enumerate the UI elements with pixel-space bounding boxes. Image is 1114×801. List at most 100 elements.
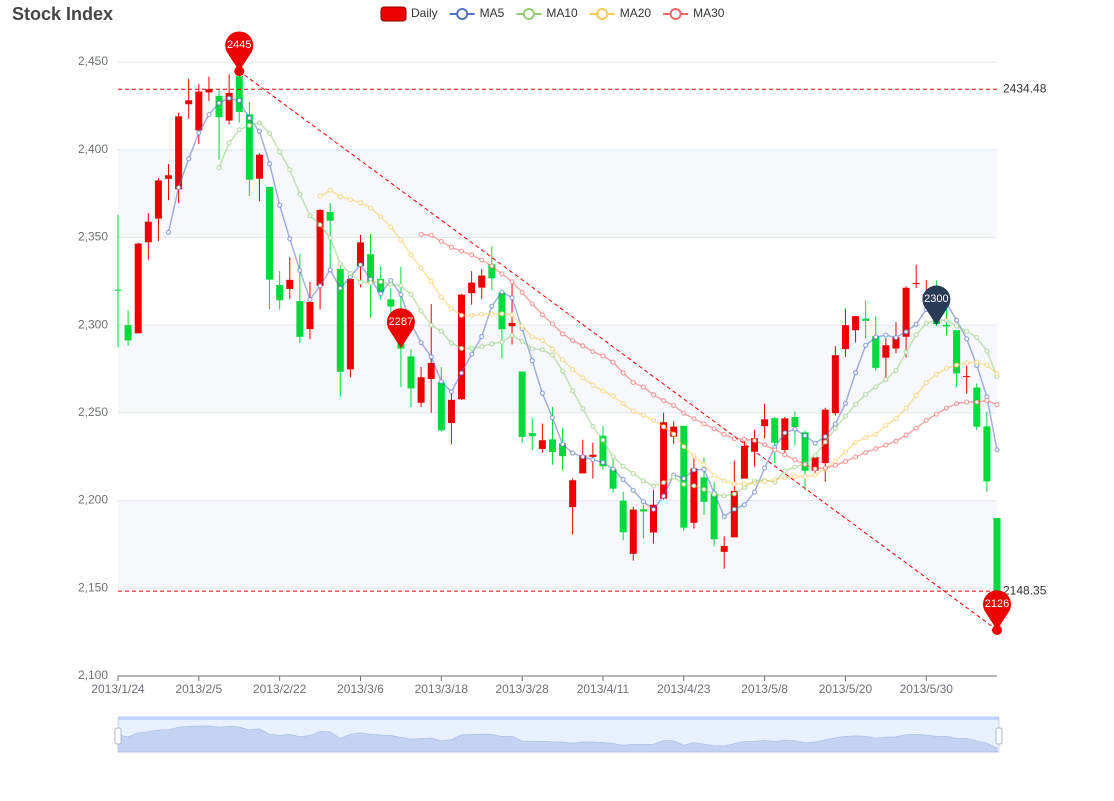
- background-layer: 2,100 2,150 2,200 2,250 2,300 2,350 2,400 2,450…: [78, 54, 1003, 753]
- zoom-handle[interactable]: [114, 727, 122, 745]
- ma-point: [691, 416, 697, 422]
- candle-body: [245, 114, 253, 180]
- ma-point: [519, 323, 525, 329]
- ma-point: [640, 478, 646, 484]
- ma-point: [913, 321, 919, 327]
- ma-point: [842, 400, 849, 407]
- y-tick-label: 2,450: [78, 54, 108, 68]
- ma-point: [792, 473, 798, 479]
- ma-point: [721, 493, 727, 499]
- ma-point: [691, 483, 697, 489]
- overlay-layer: 2434.48 2148.35 2445 2126 2300 2287 Daily MA5 MA…: [118, 6, 1047, 636]
- ma-point: [711, 472, 717, 479]
- ma-point: [297, 191, 303, 197]
- ma-point: [802, 433, 808, 439]
- ma-point: [711, 491, 717, 498]
- ma-point: [620, 401, 626, 407]
- ma-point: [650, 483, 657, 489]
- ma-point: [408, 252, 414, 258]
- ma-point: [600, 459, 606, 466]
- ma-point: [731, 506, 737, 512]
- ma-point: [883, 422, 889, 428]
- ma-point: [863, 449, 869, 456]
- x-tick-label: 2013/5/20: [819, 682, 873, 696]
- ma-point: [297, 267, 303, 273]
- legend-label[interactable]: MA5: [480, 6, 505, 20]
- ma-point: [428, 354, 434, 360]
- ma-point: [832, 462, 838, 468]
- ma-point: [832, 425, 838, 432]
- ma-point: [559, 331, 566, 337]
- candle-body: [963, 376, 971, 378]
- zoom-handle[interactable]: [995, 727, 1003, 745]
- ma-point: [509, 279, 515, 285]
- ma-point: [650, 392, 657, 398]
- legend-icon[interactable]: [456, 8, 469, 20]
- legend-label[interactable]: Daily: [411, 6, 438, 20]
- ma-point: [489, 263, 495, 269]
- ma-point: [600, 388, 606, 394]
- candle-body: [377, 278, 385, 293]
- ma-point: [660, 424, 667, 430]
- ma-point: [479, 344, 485, 350]
- ma-point: [428, 232, 434, 238]
- candle-body: [690, 468, 698, 523]
- ma-point: [822, 433, 828, 440]
- ma-point: [327, 234, 333, 241]
- x-tick-label: 2013/2/5: [175, 682, 222, 696]
- ma-point: [782, 468, 788, 474]
- ma-point: [590, 423, 596, 430]
- legend-label[interactable]: MA30: [693, 6, 725, 20]
- ma-point: [266, 161, 273, 167]
- ma-point: [751, 480, 758, 486]
- ma-point: [489, 311, 495, 317]
- legend-label[interactable]: MA10: [546, 6, 578, 20]
- mark-point-label: 2287: [389, 316, 413, 328]
- x-tick-label: 2013/5/30: [900, 682, 954, 696]
- ma-point: [913, 392, 919, 398]
- candle-body: [235, 76, 243, 112]
- ma-point: [246, 115, 252, 121]
- plot-layer: [114, 71, 1001, 631]
- ma-point: [226, 95, 232, 101]
- ma-point: [883, 332, 889, 338]
- ma-point: [640, 412, 646, 418]
- candle-body: [175, 116, 183, 190]
- ma-point: [852, 439, 859, 446]
- ma-point: [559, 441, 566, 447]
- candle-body: [356, 242, 364, 267]
- ma-point: [448, 305, 455, 311]
- ma-point: [226, 140, 232, 146]
- candle-body: [862, 318, 870, 321]
- ma-point: [580, 343, 586, 349]
- ma-point: [499, 311, 505, 317]
- ma-point: [650, 417, 657, 424]
- ma-point: [630, 408, 636, 414]
- candle-body: [316, 210, 324, 286]
- candle-body: [953, 330, 961, 374]
- candle-body: [165, 175, 173, 179]
- candle-body: [427, 363, 435, 379]
- candle-body: [730, 490, 738, 538]
- legend-label[interactable]: MA20: [620, 6, 652, 20]
- candle-body: [407, 356, 415, 389]
- mark-point: [922, 285, 951, 326]
- legend-icon[interactable]: [596, 8, 609, 20]
- y-tick-label: 2,150: [78, 580, 108, 594]
- ma-point: [964, 360, 970, 366]
- ma-point: [953, 317, 960, 323]
- ma-point: [842, 458, 849, 465]
- legend-icon[interactable]: [669, 8, 682, 20]
- zoom-window[interactable]: [118, 718, 999, 752]
- ma-point: [246, 122, 252, 129]
- ma-point: [610, 393, 616, 399]
- ma-point: [812, 440, 818, 446]
- legend-icon[interactable]: [380, 6, 407, 22]
- ma-point: [701, 462, 707, 468]
- legend-icon[interactable]: [522, 8, 535, 20]
- ma-point: [610, 454, 616, 460]
- candle-body: [973, 387, 981, 427]
- candle-body: [629, 509, 637, 554]
- ma-point: [549, 321, 556, 327]
- ma-point: [802, 461, 808, 468]
